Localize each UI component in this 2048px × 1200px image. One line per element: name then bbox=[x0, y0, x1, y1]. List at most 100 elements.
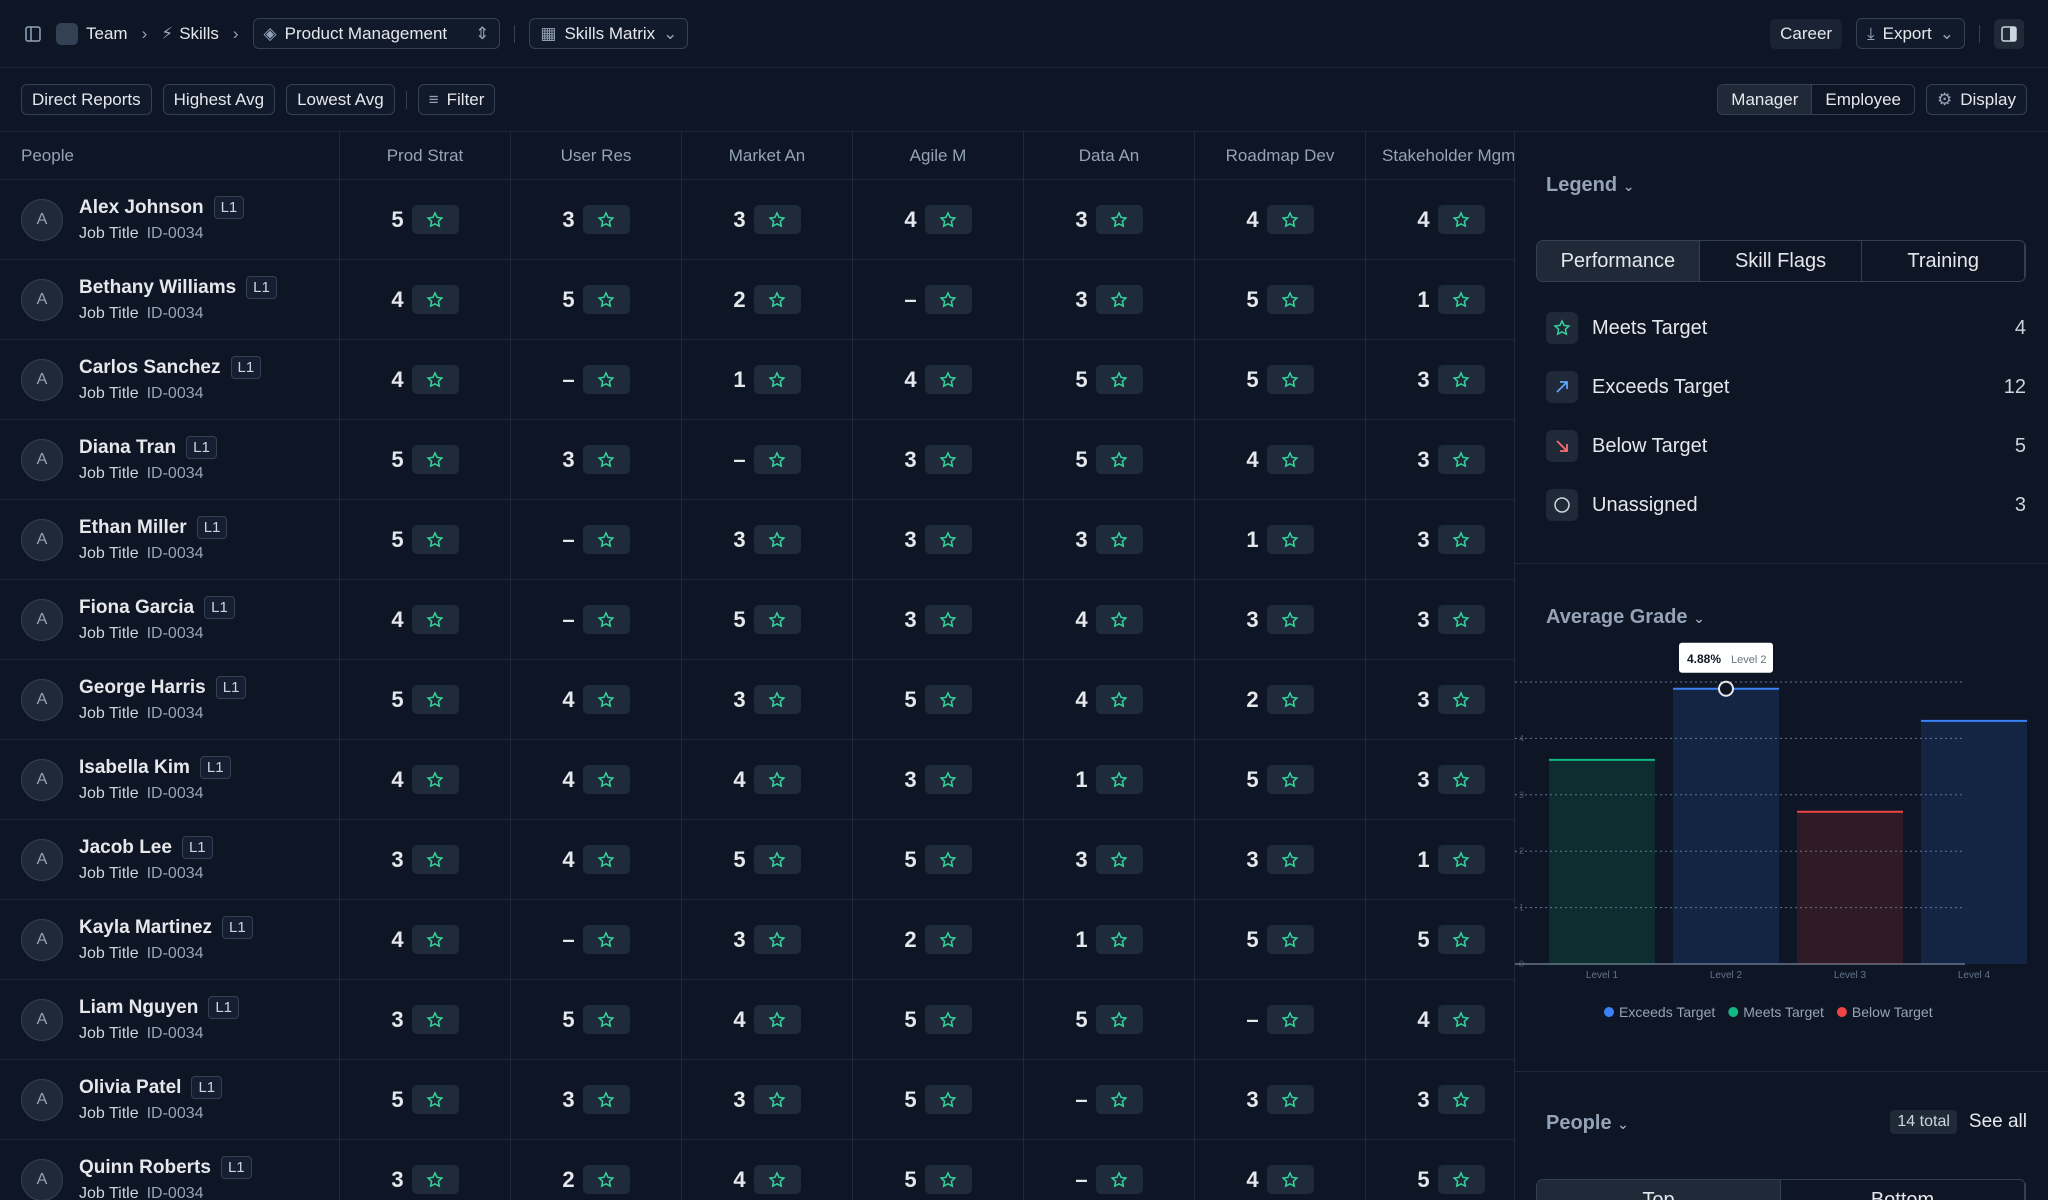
score-cell[interactable]: 4 bbox=[340, 580, 511, 659]
quick-filter[interactable]: Direct Reports bbox=[21, 84, 152, 115]
export-button[interactable]: ⤓ Export ⌄ bbox=[1856, 18, 1965, 49]
score-cell[interactable]: 1 bbox=[1366, 260, 1514, 339]
score-cell[interactable]: 1 bbox=[1195, 500, 1366, 579]
score-cell[interactable]: 2 bbox=[682, 260, 853, 339]
score-cell[interactable]: 2 bbox=[1195, 660, 1366, 739]
see-all-link[interactable]: See all bbox=[1968, 1111, 2027, 1132]
score-cell[interactable]: 3 bbox=[1366, 340, 1514, 419]
person-name[interactable]: Ethan Miller bbox=[79, 516, 187, 538]
score-cell[interactable]: 4 bbox=[1366, 980, 1514, 1059]
score-cell[interactable]: 4 bbox=[340, 900, 511, 979]
score-cell[interactable]: 4 bbox=[340, 340, 511, 419]
score-cell[interactable]: 5 bbox=[340, 660, 511, 739]
column-header[interactable]: Market An bbox=[682, 132, 853, 179]
tab[interactable]: Top bbox=[1537, 1180, 1781, 1200]
display-button[interactable]: ⚙ Display bbox=[1926, 84, 2027, 115]
score-cell[interactable]: 4 bbox=[682, 1140, 853, 1200]
score-cell[interactable]: 5 bbox=[1024, 980, 1195, 1059]
score-cell[interactable]: 3 bbox=[1195, 820, 1366, 899]
score-cell[interactable]: 5 bbox=[853, 820, 1024, 899]
tab[interactable]: Skill Flags bbox=[1700, 241, 1863, 281]
person-name[interactable]: Diana Tran bbox=[79, 436, 177, 458]
score-cell[interactable]: 4 bbox=[853, 180, 1024, 259]
column-header[interactable]: People bbox=[0, 132, 340, 179]
score-cell[interactable]: – bbox=[1024, 1060, 1195, 1139]
score-cell[interactable]: 3 bbox=[1195, 1060, 1366, 1139]
score-cell[interactable]: – bbox=[853, 260, 1024, 339]
score-cell[interactable]: 5 bbox=[1366, 1140, 1514, 1200]
score-cell[interactable]: 5 bbox=[1024, 340, 1195, 419]
score-cell[interactable]: 4 bbox=[340, 260, 511, 339]
score-cell[interactable]: – bbox=[511, 340, 682, 419]
score-cell[interactable]: 5 bbox=[1195, 260, 1366, 339]
score-cell[interactable]: 5 bbox=[853, 980, 1024, 1059]
score-cell[interactable]: 4 bbox=[511, 660, 682, 739]
person-name[interactable]: George Harris bbox=[79, 676, 206, 698]
score-cell[interactable]: 3 bbox=[853, 580, 1024, 659]
score-cell[interactable]: 3 bbox=[682, 500, 853, 579]
score-cell[interactable]: 3 bbox=[1366, 500, 1514, 579]
person-name[interactable]: Fiona Garcia bbox=[79, 596, 195, 618]
score-cell[interactable]: 4 bbox=[1366, 180, 1514, 259]
score-cell[interactable]: – bbox=[511, 500, 682, 579]
score-cell[interactable]: 3 bbox=[853, 740, 1024, 819]
score-cell[interactable]: 5 bbox=[1366, 900, 1514, 979]
person-name[interactable]: Isabella Kim bbox=[79, 756, 190, 778]
score-cell[interactable]: 3 bbox=[340, 1140, 511, 1200]
score-cell[interactable]: – bbox=[511, 580, 682, 659]
score-cell[interactable]: 3 bbox=[1024, 180, 1195, 259]
score-cell[interactable]: 3 bbox=[340, 820, 511, 899]
person-name[interactable]: Olivia Patel bbox=[79, 1076, 182, 1098]
section-header[interactable]: Legend ⌄ bbox=[1546, 174, 1635, 196]
tab[interactable]: Training bbox=[1862, 241, 2025, 281]
score-cell[interactable]: 3 bbox=[1366, 420, 1514, 499]
score-cell[interactable]: 5 bbox=[682, 820, 853, 899]
score-cell[interactable]: 4 bbox=[682, 740, 853, 819]
toggle-option[interactable]: Employee bbox=[1825, 89, 1901, 109]
person-name[interactable]: Jacob Lee bbox=[79, 836, 172, 858]
column-header[interactable]: Prod Strat bbox=[340, 132, 511, 179]
score-cell[interactable]: 3 bbox=[1366, 1060, 1514, 1139]
score-cell[interactable]: 4 bbox=[853, 340, 1024, 419]
score-cell[interactable]: 5 bbox=[340, 180, 511, 259]
tab[interactable]: Bottom bbox=[1781, 1180, 2025, 1200]
score-cell[interactable]: 4 bbox=[340, 740, 511, 819]
score-cell[interactable]: 5 bbox=[682, 580, 853, 659]
panel-toggle[interactable] bbox=[1994, 18, 2024, 49]
person-name[interactable]: Alex Johnson bbox=[79, 196, 204, 218]
score-cell[interactable]: 3 bbox=[1024, 500, 1195, 579]
score-cell[interactable]: 5 bbox=[853, 1060, 1024, 1139]
score-cell[interactable]: – bbox=[682, 420, 853, 499]
column-header[interactable]: Agile M bbox=[853, 132, 1024, 179]
score-cell[interactable]: 3 bbox=[340, 980, 511, 1059]
score-cell[interactable]: 3 bbox=[1366, 740, 1514, 819]
column-header[interactable]: Roadmap Dev bbox=[1195, 132, 1366, 179]
score-cell[interactable]: 4 bbox=[1195, 1140, 1366, 1200]
score-cell[interactable]: 5 bbox=[340, 500, 511, 579]
score-cell[interactable]: 4 bbox=[1195, 180, 1366, 259]
view-dropdown[interactable]: ▦ Skills Matrix ⌄ bbox=[529, 18, 689, 49]
score-cell[interactable]: 3 bbox=[511, 420, 682, 499]
score-cell[interactable]: 4 bbox=[682, 980, 853, 1059]
person-name[interactable]: Carlos Sanchez bbox=[79, 356, 221, 378]
score-cell[interactable]: 3 bbox=[1366, 580, 1514, 659]
score-cell[interactable]: 3 bbox=[682, 900, 853, 979]
score-cell[interactable]: 5 bbox=[511, 260, 682, 339]
score-cell[interactable]: 3 bbox=[511, 180, 682, 259]
person-name[interactable]: Kayla Martinez bbox=[79, 916, 213, 938]
breadcrumb[interactable]: Team bbox=[86, 23, 128, 43]
person-name[interactable]: Bethany Williams bbox=[79, 276, 237, 298]
score-cell[interactable]: 3 bbox=[853, 500, 1024, 579]
score-cell[interactable]: 1 bbox=[1024, 740, 1195, 819]
tab[interactable]: Performance bbox=[1537, 241, 1700, 281]
score-cell[interactable]: – bbox=[1195, 980, 1366, 1059]
score-cell[interactable]: 2 bbox=[511, 1140, 682, 1200]
score-cell[interactable]: 3 bbox=[1024, 820, 1195, 899]
score-cell[interactable]: 3 bbox=[511, 1060, 682, 1139]
team-dropdown[interactable]: ◈ Product Management ⇕ bbox=[252, 18, 501, 49]
score-cell[interactable]: – bbox=[511, 900, 682, 979]
score-cell[interactable]: 4 bbox=[1195, 420, 1366, 499]
score-cell[interactable]: 4 bbox=[511, 820, 682, 899]
quick-filter[interactable]: Highest Avg bbox=[162, 84, 276, 115]
score-cell[interactable]: 4 bbox=[1024, 580, 1195, 659]
